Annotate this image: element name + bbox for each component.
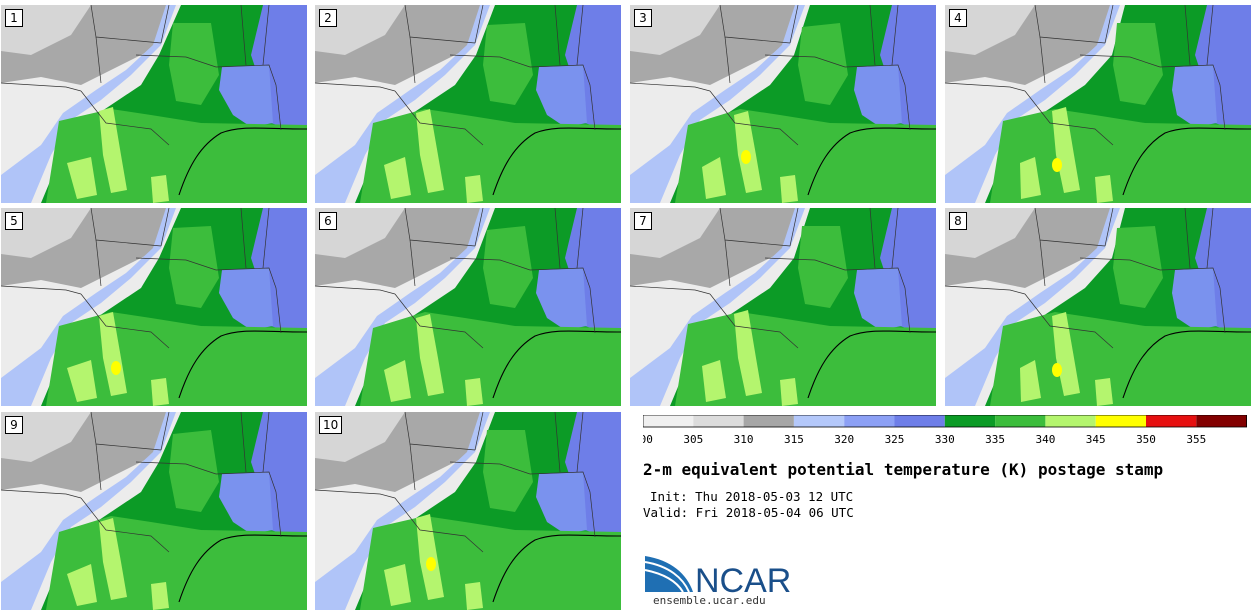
member-label: 6 (319, 212, 337, 230)
ncar-logo: NCAR (643, 552, 793, 596)
member-label: 4 (949, 9, 967, 27)
colorbar-segment (895, 415, 945, 427)
theta-e-map (630, 208, 936, 406)
member-panel-5: 5 (1, 208, 307, 406)
member-label: 5 (5, 212, 23, 230)
member-panel-8: 8 (945, 208, 1251, 406)
init-time: Init: Thu 2018-05-03 12 UTC (650, 489, 853, 504)
colorbar-tick-label: 300 (643, 433, 653, 446)
colorbar: 300 305 310 315 320 325 330 335 340 345 350 355 (643, 415, 1253, 451)
theta-e-map (1, 5, 307, 203)
theta-e-map (945, 5, 1251, 203)
member-label: 3 (634, 9, 652, 27)
member-panel-3: 3 (630, 5, 936, 203)
member-panel-1: 1 (1, 5, 307, 203)
member-label: 9 (5, 416, 23, 434)
colorbar-tick-label: 355 (1186, 433, 1206, 446)
member-label: 1 (5, 9, 23, 27)
colorbar-tick-label: 315 (784, 433, 804, 446)
colorbar-tick-label: 325 (885, 433, 905, 446)
member-panel-10: 10 (315, 412, 621, 610)
member-panel-2: 2 (315, 5, 621, 203)
member-panel-9: 9 (1, 412, 307, 610)
map-title: 2-m equivalent potential temperature (K)… (643, 460, 1163, 479)
theta-e-map (315, 412, 621, 610)
colorbar-segment (1045, 415, 1095, 427)
colorbar-segment (995, 415, 1045, 427)
colorbar-segment (945, 415, 995, 427)
colorbar-segment (643, 415, 693, 427)
ncar-logo-text: NCAR (695, 562, 791, 596)
colorbar-tick-label: 335 (985, 433, 1005, 446)
member-label: 8 (949, 212, 967, 230)
site-url: ensemble.ucar.edu (653, 594, 766, 607)
colorbar-segment (1096, 415, 1146, 427)
colorbar-segment (794, 415, 844, 427)
member-label: 2 (319, 9, 337, 27)
colorbar-segment (1196, 415, 1246, 427)
valid-time: Valid: Fri 2018-05-04 06 UTC (643, 505, 854, 520)
colorbar-segment (744, 415, 794, 427)
member-panel-4: 4 (945, 5, 1251, 203)
colorbar-tick-label: 320 (834, 433, 854, 446)
theta-e-map (315, 208, 621, 406)
colorbar-tick-label: 345 (1086, 433, 1106, 446)
theta-e-map (630, 5, 936, 203)
theta-e-map (1, 208, 307, 406)
colorbar-tick-label: 340 (1035, 433, 1055, 446)
colorbar-segment (1146, 415, 1196, 427)
theta-e-map (1, 412, 307, 610)
member-panel-6: 6 (315, 208, 621, 406)
theta-e-map (945, 208, 1251, 406)
member-label: 7 (634, 212, 652, 230)
theta-e-map (315, 5, 621, 203)
member-label: 10 (319, 416, 342, 434)
colorbar-tick-label: 330 (935, 433, 955, 446)
colorbar-tick-label: 310 (734, 433, 754, 446)
colorbar-segment (693, 415, 743, 427)
member-panel-7: 7 (630, 208, 936, 406)
colorbar-segment (844, 415, 894, 427)
colorbar-tick-label: 305 (683, 433, 703, 446)
colorbar-tick-label: 350 (1136, 433, 1156, 446)
